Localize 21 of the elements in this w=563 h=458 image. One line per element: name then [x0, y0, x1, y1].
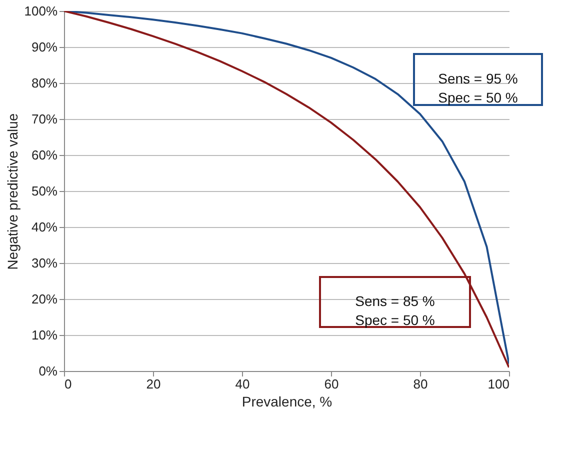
- y-tick-label: 30%: [31, 256, 58, 270]
- x-tick-label: 80: [413, 376, 428, 392]
- annotation: Sens = 95 % Spec = 50 %: [438, 70, 518, 106]
- x-tick-label: 100: [488, 376, 510, 392]
- y-tick-label: 90%: [31, 40, 58, 54]
- y-tick-label: 0%: [38, 364, 58, 378]
- annotation: Sens = 85 % Spec = 50 %: [355, 293, 435, 328]
- x-tick-label: 60: [324, 376, 339, 392]
- x-tick-label: 20: [146, 376, 161, 392]
- y-tick-label: 70%: [31, 112, 58, 126]
- y-axis-title: Negative predictive value: [4, 113, 20, 270]
- x-axis-title: Prevalence, %: [242, 394, 332, 410]
- y-tick-label: 50%: [31, 184, 58, 198]
- y-tick-label: 10%: [31, 328, 58, 342]
- x-tick-label: 40: [235, 376, 250, 392]
- y-tick-label: 80%: [31, 76, 58, 90]
- y-tick-label: 40%: [31, 220, 58, 234]
- y-tick-label: 60%: [31, 148, 58, 162]
- x-tick-label: 0: [64, 376, 72, 392]
- y-tick-label: 100%: [24, 4, 58, 18]
- y-tick-label: 20%: [31, 292, 58, 306]
